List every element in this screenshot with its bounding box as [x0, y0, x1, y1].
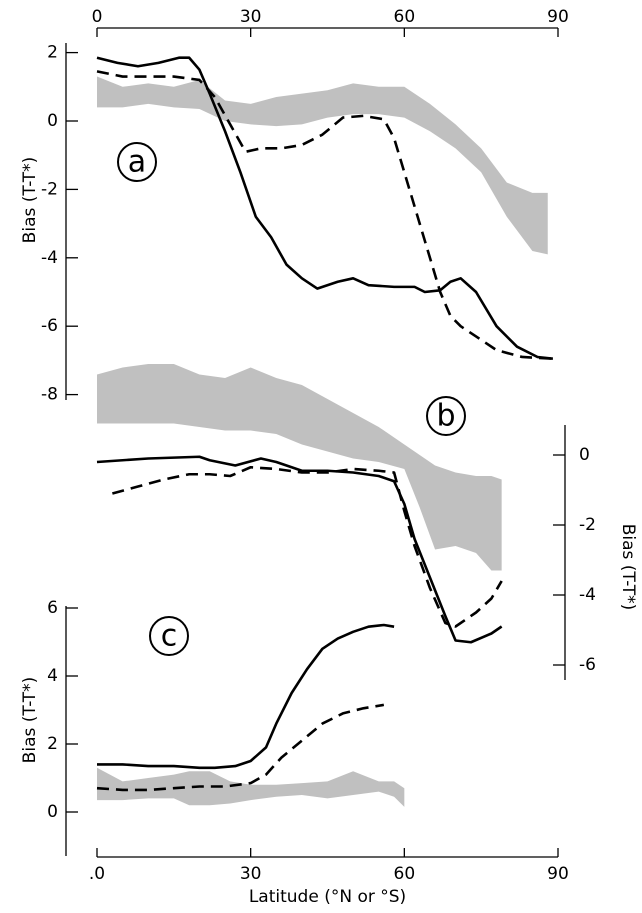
panel-label-circle — [149, 616, 189, 656]
y-tick-label: -6 — [41, 316, 58, 336]
y-tick-label: 0 — [47, 802, 58, 822]
panel: -6 -4 -2 0 Bias (T-T*) b — [96, 364, 638, 680]
y-tick-label: 0 — [47, 111, 58, 131]
x-tick-label: 90 — [547, 864, 569, 884]
spread-band — [97, 767, 405, 807]
panel-label-circle — [117, 142, 157, 182]
y-tick-label: -2 — [579, 515, 596, 535]
x-tick-label: 90 — [547, 7, 569, 27]
x-tick-label: 0 — [92, 7, 103, 27]
data-line — [112, 465, 503, 628]
y-tick-label: -8 — [41, 385, 58, 405]
data-line — [96, 70, 553, 360]
x-tick-label: 60 — [394, 7, 416, 27]
y-tick-label: 2 — [47, 43, 58, 63]
x-tick-label: 60 — [394, 864, 416, 884]
y-tick-label: 2 — [47, 734, 58, 754]
x-axis-label: Latitude (°N or °S) — [249, 887, 406, 907]
y-tick-label: 4 — [47, 666, 58, 686]
spread-band — [97, 364, 502, 571]
y-axis-label: Bias (T-T*) — [20, 157, 40, 244]
y-axis-label: Bias (T-T*) — [618, 524, 638, 611]
x-tick-label: 30 — [240, 7, 262, 27]
spread-band — [97, 76, 548, 255]
panel-label-circle — [426, 396, 466, 436]
y-axis-label: Bias (T-T*) — [20, 677, 40, 764]
data-line — [97, 623, 395, 770]
x-tick-label: .0 — [89, 864, 105, 884]
panel-label: c — [161, 619, 178, 654]
panel: -8 -6 -4 -2 0 2 Bias (T-T*) a 0 30 60 90 — [20, 7, 569, 405]
data-line — [96, 703, 385, 792]
panel: 0 2 4 6 Bias (T-T*) c .0 30 60 90 Latitude (°N or … — [20, 598, 569, 907]
y-tick-label: -2 — [41, 179, 58, 199]
data-line — [96, 455, 503, 644]
y-tick-label: 0 — [579, 445, 590, 465]
x-tick-label: 30 — [240, 864, 262, 884]
panel-label: b — [436, 399, 455, 434]
y-tick-label: 6 — [47, 598, 58, 618]
panel-label: a — [128, 145, 146, 180]
y-tick-label: -4 — [579, 585, 596, 605]
y-tick-label: -6 — [579, 655, 596, 675]
y-tick-label: -4 — [41, 248, 58, 268]
data-line — [96, 56, 554, 360]
